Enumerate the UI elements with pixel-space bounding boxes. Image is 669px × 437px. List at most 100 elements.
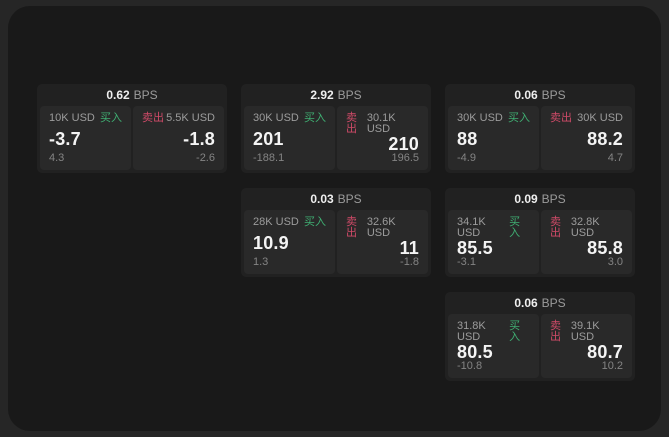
buy-label: 买入 <box>304 216 326 228</box>
sell-price: 210 <box>388 134 419 154</box>
buy-price: 10.9 <box>253 232 289 253</box>
sell-delta: -1.8 <box>400 256 419 268</box>
buy-label: 买入 <box>509 216 521 239</box>
sell-price: -1.8 <box>183 128 215 149</box>
bps-value: 0.09 <box>514 192 538 206</box>
sell-label: 卖出 <box>550 112 572 124</box>
sell-quote-panel[interactable]: 卖出 39.1K USD 80.7 10.2 <box>541 314 632 378</box>
sell-size-label: 32.6K USD <box>366 216 396 239</box>
sell-top-row: 卖出 5.5K USD <box>142 113 215 124</box>
sell-size-label: 30K USD <box>577 112 623 124</box>
buy-delta: 1.3 <box>253 256 269 268</box>
sell-price: 11 <box>399 238 419 258</box>
buy-label: 买入 <box>304 112 326 124</box>
sell-top-row: 卖出 32.8K USD <box>550 217 623 239</box>
buy-delta: -3.1 <box>457 256 476 268</box>
card-header: 0.09 BPS <box>445 188 635 210</box>
buy-top-row: 30K USD 买入 <box>457 113 530 124</box>
spread-card: 0.06 BPS 30K USD 买入 88 -4.9 卖出 30K USD 8… <box>445 84 635 173</box>
spread-card: 0.06 BPS 31.8K USD 买入 80.5 -10.8 卖出 39.1… <box>445 292 635 381</box>
bps-value: 0.06 <box>514 88 538 102</box>
spread-card: 0.09 BPS 34.1K USD 买入 85.5 -3.1 卖出 32.8K… <box>445 188 635 277</box>
sell-delta: 4.7 <box>607 152 623 164</box>
sell-price: 85.8 <box>587 238 623 258</box>
buy-quote-panel[interactable]: 30K USD 买入 201 -188.1 <box>244 106 335 170</box>
bps-unit: BPS <box>337 88 362 102</box>
sell-price: 80.7 <box>587 342 623 362</box>
sell-delta: 3.0 <box>607 256 623 268</box>
sell-quote-panel[interactable]: 卖出 30.1K USD 210 196.5 <box>337 106 428 170</box>
card-header: 0.62 BPS <box>37 84 227 106</box>
spread-cards-grid: 0.62 BPS 10K USD 买入 -3.7 4.3 卖出 5.5K USD… <box>37 84 635 381</box>
spread-card: 2.92 BPS 30K USD 买入 201 -188.1 卖出 30.1K … <box>241 84 431 173</box>
buy-size-label: 31.8K USD <box>457 320 486 343</box>
buy-label: 买入 <box>100 112 122 124</box>
sell-size-label: 5.5K USD <box>166 112 215 124</box>
bps-unit: BPS <box>541 296 566 310</box>
spread-card: 0.03 BPS 28K USD 买入 10.9 1.3 卖出 32.6K US… <box>241 188 431 277</box>
sell-price: 88.2 <box>587 128 623 149</box>
card-header: 0.06 BPS <box>445 84 635 106</box>
buy-quote-panel[interactable]: 10K USD 买入 -3.7 4.3 <box>40 106 131 170</box>
buy-quote-panel[interactable]: 31.8K USD 买入 80.5 -10.8 <box>448 314 539 378</box>
spread-card: 0.62 BPS 10K USD 买入 -3.7 4.3 卖出 5.5K USD… <box>37 84 227 173</box>
sell-delta: -2.6 <box>196 152 215 164</box>
sell-label: 卖出 <box>346 112 357 135</box>
sell-quote-panel[interactable]: 卖出 5.5K USD -1.8 -2.6 <box>133 106 224 170</box>
buy-quote-panel[interactable]: 34.1K USD 买入 85.5 -3.1 <box>448 210 539 274</box>
bps-unit: BPS <box>541 88 566 102</box>
sell-top-row: 卖出 30K USD <box>550 113 623 124</box>
buy-label: 买入 <box>508 112 530 124</box>
buy-quote-panel[interactable]: 28K USD 买入 10.9 1.3 <box>244 210 335 274</box>
sell-size-label: 32.8K USD <box>570 216 600 239</box>
buy-price: 201 <box>253 128 284 149</box>
bps-unit: BPS <box>133 88 158 102</box>
card-header: 0.06 BPS <box>445 292 635 314</box>
bps-unit: BPS <box>337 192 362 206</box>
sell-top-row: 卖出 30.1K USD <box>346 113 419 135</box>
card-body: 28K USD 买入 10.9 1.3 卖出 32.6K USD 11 -1.8 <box>241 210 431 277</box>
buy-top-row: 31.8K USD 买入 <box>457 321 530 343</box>
card-body: 34.1K USD 买入 85.5 -3.1 卖出 32.8K USD 85.8… <box>445 210 635 277</box>
buy-top-row: 28K USD 买入 <box>253 217 326 228</box>
buy-top-row: 34.1K USD 买入 <box>457 217 530 239</box>
sell-label: 卖出 <box>142 112 164 124</box>
buy-top-row: 10K USD 买入 <box>49 113 122 124</box>
sell-quote-panel[interactable]: 卖出 30K USD 88.2 4.7 <box>541 106 632 170</box>
buy-quote-panel[interactable]: 30K USD 买入 88 -4.9 <box>448 106 539 170</box>
buy-delta: -10.8 <box>457 360 483 372</box>
buy-size-label: 10K USD <box>49 112 95 124</box>
buy-top-row: 30K USD 买入 <box>253 113 326 124</box>
buy-size-label: 28K USD <box>253 216 299 228</box>
sell-delta: 196.5 <box>391 152 419 164</box>
bps-value: 2.92 <box>310 88 334 102</box>
buy-size-label: 34.1K USD <box>457 216 486 239</box>
buy-size-label: 30K USD <box>253 112 299 124</box>
buy-delta: -188.1 <box>253 152 285 164</box>
sell-delta: 10.2 <box>601 360 623 372</box>
card-body: 30K USD 买入 201 -188.1 卖出 30.1K USD 210 1… <box>241 106 431 173</box>
sell-top-row: 卖出 32.6K USD <box>346 217 419 239</box>
sell-size-label: 30.1K USD <box>366 112 396 135</box>
card-body: 30K USD 买入 88 -4.9 卖出 30K USD 88.2 4.7 <box>445 106 635 173</box>
bps-unit: BPS <box>541 192 566 206</box>
buy-delta: -4.9 <box>457 152 476 164</box>
buy-label: 买入 <box>509 320 521 343</box>
card-body: 10K USD 买入 -3.7 4.3 卖出 5.5K USD -1.8 -2.… <box>37 106 227 173</box>
sell-quote-panel[interactable]: 卖出 32.6K USD 11 -1.8 <box>337 210 428 274</box>
sell-label: 卖出 <box>346 216 357 239</box>
sell-top-row: 卖出 39.1K USD <box>550 321 623 343</box>
sell-size-label: 39.1K USD <box>570 320 600 343</box>
buy-price: 88 <box>457 128 478 149</box>
buy-price: -3.7 <box>49 128 81 149</box>
sell-label: 卖出 <box>550 216 561 239</box>
bps-value: 0.03 <box>310 192 334 206</box>
card-header: 2.92 BPS <box>241 84 431 106</box>
sell-quote-panel[interactable]: 卖出 32.8K USD 85.8 3.0 <box>541 210 632 274</box>
buy-size-label: 30K USD <box>457 112 503 124</box>
bps-value: 0.62 <box>106 88 130 102</box>
sell-label: 卖出 <box>550 320 561 343</box>
buy-delta: 4.3 <box>49 152 65 164</box>
card-body: 31.8K USD 买入 80.5 -10.8 卖出 39.1K USD 80.… <box>445 314 635 381</box>
card-header: 0.03 BPS <box>241 188 431 210</box>
